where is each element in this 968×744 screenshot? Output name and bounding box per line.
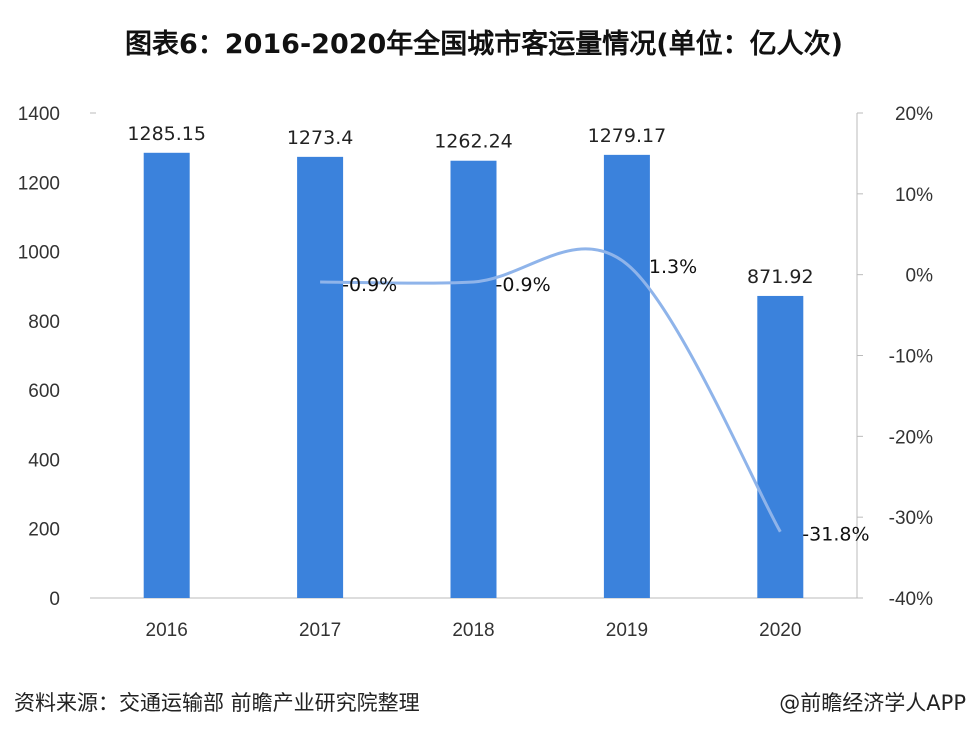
growth-rate-label: -31.8%	[802, 524, 869, 546]
right-tick-label: 20%	[895, 104, 933, 125]
growth-rate-line	[320, 247, 782, 533]
right-tick-label: -10%	[889, 347, 933, 368]
x-tick-label: 2020	[759, 620, 801, 641]
growth-rate-label: 1.3%	[649, 256, 697, 278]
bar-value-label: 1285.15	[127, 123, 206, 145]
right-tick-label: 0%	[906, 266, 934, 287]
growth-rate-label: -0.9%	[342, 274, 397, 296]
bar-2018	[450, 160, 497, 598]
left-tick-label: 600	[28, 381, 60, 402]
x-tick-label: 2019	[606, 620, 648, 641]
left-tick-label: 0	[49, 589, 60, 610]
bar-2020	[757, 295, 804, 598]
left-tick-label: 200	[28, 520, 60, 541]
x-tick-label: 2018	[452, 620, 494, 641]
right-tick-label: -40%	[889, 589, 933, 610]
bar-2017	[297, 156, 344, 599]
left-tick-label: 1400	[18, 104, 60, 125]
x-tick-label: 2017	[299, 620, 341, 641]
bar-value-label: 871.92	[747, 266, 813, 288]
right-tick-label: 10%	[895, 185, 933, 206]
x-tick-label: 2016	[146, 620, 188, 641]
left-tick-label: 1200	[18, 173, 60, 194]
bar-value-label: 1262.24	[434, 131, 513, 153]
growth-rate-label: -0.9%	[496, 274, 551, 296]
chart-title: 图表6：2016-2020年全国城市客运量情况(单位：亿人次)	[125, 28, 843, 60]
source-note: 资料来源：交通运输部 前瞻产业研究院整理	[14, 691, 420, 715]
right-tick-label: -20%	[889, 427, 933, 448]
left-tick-label: 800	[28, 312, 60, 333]
right-tick-label: -30%	[889, 508, 933, 529]
left-tick-label: 1000	[18, 243, 60, 264]
bar-2016	[143, 152, 190, 598]
bar-value-label: 1279.17	[588, 125, 667, 147]
brand-note: @前瞻经济学人APP	[779, 691, 966, 715]
bar-2019	[603, 154, 650, 599]
bar-value-label: 1273.4	[287, 127, 353, 149]
left-tick-label: 400	[28, 450, 60, 471]
